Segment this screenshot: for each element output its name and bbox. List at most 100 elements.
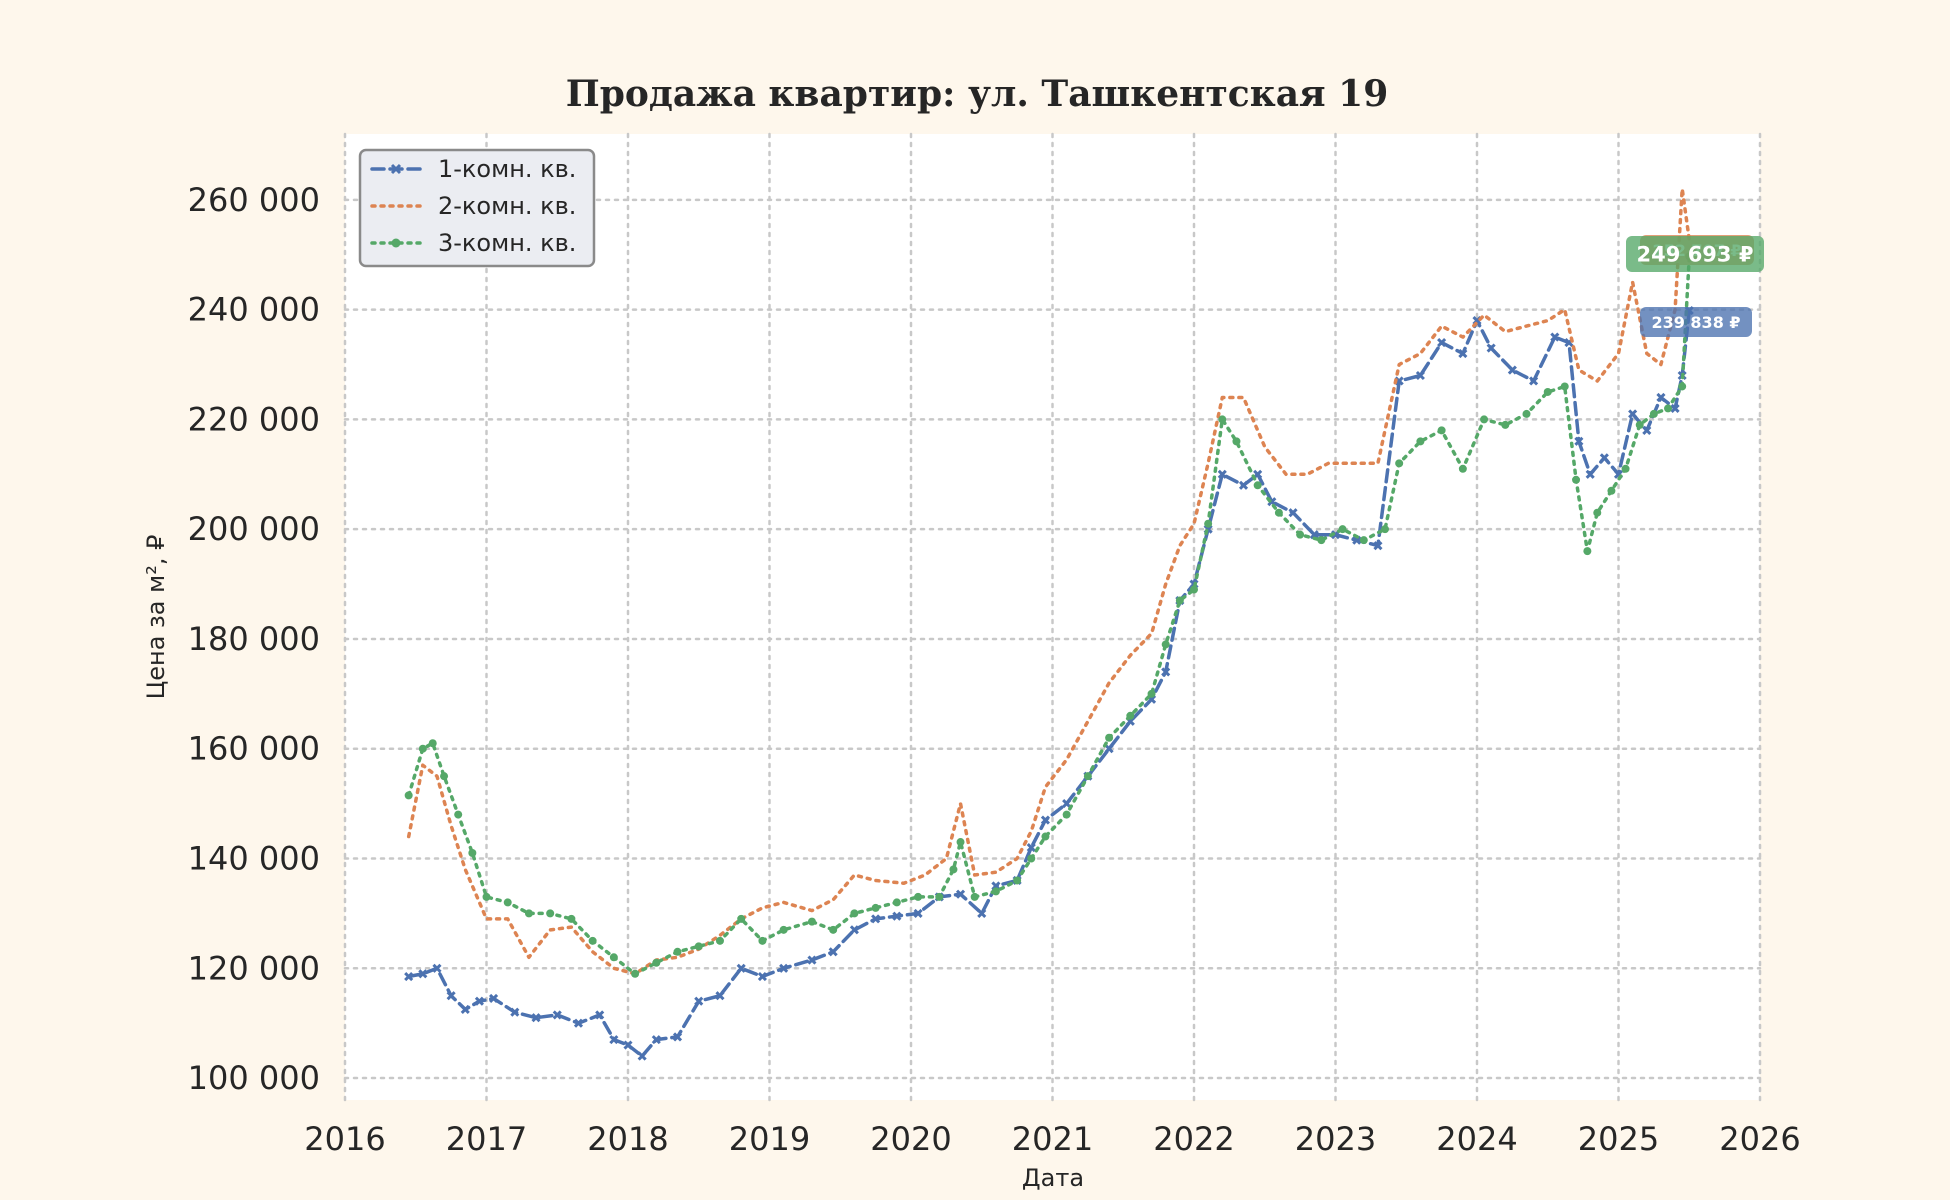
data-point <box>956 838 965 847</box>
x-tick-label: 2025 <box>1578 1120 1659 1158</box>
x-tick-label: 2017 <box>446 1120 527 1158</box>
data-point <box>1642 425 1652 435</box>
data-point <box>672 1032 683 1042</box>
data-point <box>609 953 618 962</box>
data-point <box>1522 409 1531 418</box>
data-point <box>1161 640 1170 649</box>
data-point <box>1317 536 1326 545</box>
legend: 1-комн. кв. 2-комн. кв. 3-комн. кв. <box>358 148 596 268</box>
data-point <box>468 849 477 858</box>
data-point <box>1501 420 1510 429</box>
data-point <box>1635 420 1644 429</box>
data-point <box>1026 842 1036 853</box>
data-point <box>489 993 499 1004</box>
data-point <box>446 991 456 1001</box>
data-point <box>418 969 428 979</box>
data-point <box>482 892 491 901</box>
data-point <box>1543 387 1552 396</box>
x-tick-label: 2019 <box>729 1120 810 1158</box>
data-point <box>871 903 880 912</box>
data-point <box>1083 772 1092 781</box>
data-point <box>623 1040 633 1050</box>
grid <box>343 132 1762 1102</box>
legend-label: 1-комн. кв. <box>438 155 576 183</box>
data-point <box>850 909 859 918</box>
legend-label: 3-комн. кв. <box>438 229 576 257</box>
data-point <box>1621 464 1630 473</box>
data-point <box>588 936 597 945</box>
data-point <box>1593 508 1602 517</box>
data-point <box>1670 403 1680 413</box>
last-value-badge-1: 239 838 ₽ <box>1640 307 1752 337</box>
data-point <box>1288 508 1298 518</box>
data-point <box>1352 535 1362 545</box>
data-point <box>1599 453 1609 463</box>
last-value-badge-3: 249 693 ₽ <box>1626 236 1764 272</box>
data-point <box>440 772 449 781</box>
x-tick-label: 2016 <box>304 1120 385 1158</box>
last-value-badges: 239 838 ₽252 707 ₽249 693 ₽ <box>1626 235 1764 337</box>
data-point <box>1381 525 1390 534</box>
y-axis-ticks: 100 000 120 000 140 000 160 000 180 000 200 0… <box>188 181 320 1097</box>
legend-item-2: 2-комн. кв. <box>370 192 576 220</box>
x-axis-label: Дата <box>1022 1164 1084 1192</box>
data-point <box>1027 854 1036 863</box>
data-point <box>503 898 512 907</box>
y-tick-label: 240 000 <box>188 291 320 329</box>
data-point <box>892 898 901 907</box>
data-point <box>737 914 746 923</box>
data-point <box>1190 585 1198 594</box>
data-point <box>609 1035 619 1045</box>
data-point <box>1309 530 1319 540</box>
data-point <box>631 969 640 978</box>
data-point <box>1161 667 1171 677</box>
data-point <box>1204 519 1213 528</box>
data-point <box>807 955 817 965</box>
data-point <box>1607 486 1616 495</box>
data-point <box>1373 541 1383 551</box>
data-point <box>715 991 725 1001</box>
data-point <box>1664 404 1673 413</box>
data-point <box>1175 596 1184 605</box>
x-axis-ticks: 2016 2017 2018 2019 2020 2021 2022 2023 2024 2025… <box>304 1120 1800 1158</box>
data-point <box>1296 530 1305 539</box>
y-tick-label: 180 000 <box>188 620 320 658</box>
x-tick-label: 2022 <box>1153 1120 1234 1158</box>
data-point <box>1583 547 1592 556</box>
data-point <box>1628 409 1638 419</box>
data-point <box>694 942 703 951</box>
data-point <box>1550 332 1560 342</box>
data-point <box>1437 426 1446 435</box>
data-point <box>977 908 987 918</box>
data-point <box>1013 876 1022 885</box>
data-point <box>1338 525 1347 534</box>
data-point <box>1437 338 1447 348</box>
data-point <box>871 914 881 924</box>
data-point <box>1415 370 1425 381</box>
legend-marker <box>390 163 402 175</box>
data-point <box>418 744 427 753</box>
series-2 <box>406 187 1692 976</box>
legend-item-1: 1-комн. кв. <box>370 155 576 183</box>
data-point <box>955 889 966 899</box>
y-tick-label: 220 000 <box>188 400 320 438</box>
data-point <box>474 996 484 1006</box>
series-3 <box>404 252 1694 978</box>
data-point <box>428 739 437 748</box>
data-point <box>1560 382 1569 391</box>
data-point <box>892 911 902 921</box>
data-point <box>404 971 414 982</box>
data-point <box>637 1051 647 1061</box>
data-point <box>652 958 661 967</box>
y-tick-label: 120 000 <box>188 949 320 987</box>
data-point <box>1359 536 1368 545</box>
badge-box <box>1640 307 1752 337</box>
data-point <box>432 963 442 973</box>
data-point <box>1458 464 1467 473</box>
data-point <box>573 1018 584 1028</box>
data-point <box>970 892 979 901</box>
series-group <box>404 187 1694 1061</box>
data-point <box>552 1010 562 1020</box>
data-point <box>1147 689 1156 698</box>
